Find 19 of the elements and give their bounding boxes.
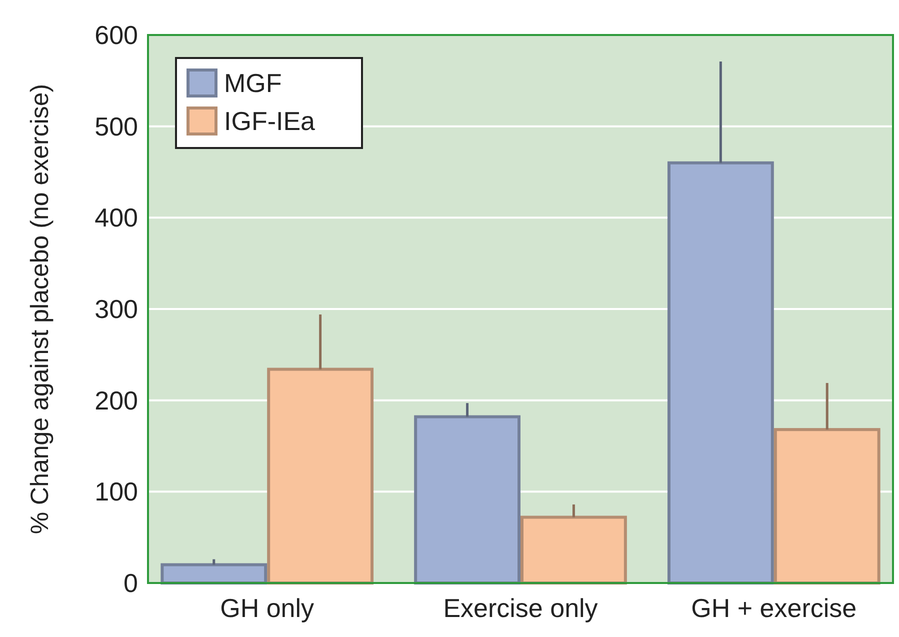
y-tick-label: 500	[94, 111, 138, 142]
bar	[414, 415, 520, 584]
bar	[267, 368, 374, 584]
y-tick-label: 600	[94, 20, 138, 50]
legend-label: IGF-IEa	[224, 106, 316, 136]
y-tick-label: 100	[94, 476, 138, 507]
bar	[520, 516, 627, 584]
y-tick-label: 200	[94, 385, 138, 416]
y-tick-label: 400	[94, 202, 138, 233]
legend-label: MGF	[224, 68, 282, 98]
bar	[667, 161, 774, 584]
x-tick-label: GH only	[220, 593, 314, 623]
y-axis-title: % Change against placebo (no exercise)	[26, 84, 54, 534]
y-tick-label: 300	[94, 294, 138, 324]
y-tick-label: 0	[124, 568, 138, 598]
bar	[774, 428, 880, 584]
bar	[160, 563, 268, 584]
x-tick-label: GH + exercise	[691, 593, 857, 623]
x-tick-label: Exercise only	[443, 593, 598, 623]
